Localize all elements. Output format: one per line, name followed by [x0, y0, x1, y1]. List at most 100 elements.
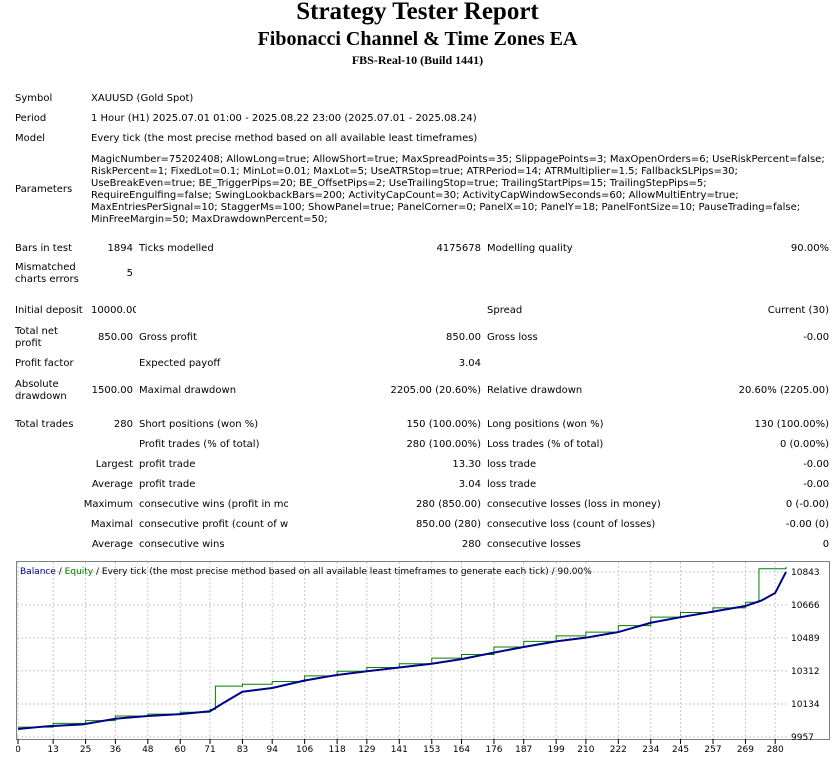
model-label: Model: [15, 133, 46, 144]
parameter-line: RequireEngulfing=false; SwingLookbackBar…: [91, 190, 739, 201]
total-trades-label: Total trades: [15, 419, 74, 430]
x-tick-label: 257: [704, 745, 721, 755]
chart-series: [17, 566, 787, 730]
legend-balance: Balance: [20, 567, 56, 577]
chart-grid: [17, 562, 789, 739]
largest-loss-label: loss trade: [487, 459, 537, 470]
x-tick-label: 25: [80, 745, 91, 755]
maximal-consecutive-loss-value: -0.00 (0): [785, 519, 830, 530]
bars-value: 1894: [107, 243, 133, 254]
x-tick-label: 0: [16, 745, 21, 755]
maximal-consecutive-loss-label: consecutive loss (count of losses): [487, 519, 656, 530]
x-tick-label: 234: [642, 745, 659, 755]
average-consecutive-wins-label: consecutive wins: [139, 539, 225, 550]
report-title: Strategy Tester Report: [296, 0, 539, 25]
average-consecutive-wins-value: 280: [461, 539, 481, 550]
gross-profit-label: Gross profit: [139, 331, 197, 343]
y-tick-label: 10134: [791, 700, 820, 710]
average-consecutive-label: Average: [91, 539, 133, 550]
x-tick-label: 94: [266, 745, 278, 755]
largest-loss-value: -0.00: [803, 459, 830, 470]
y-tick-label: 10843: [791, 568, 820, 578]
x-tick-label: 106: [296, 745, 313, 755]
maximal-drawdown-value: 2205.00 (20.60%): [390, 384, 481, 396]
largest-profit-label: profit trade: [139, 459, 196, 470]
x-tick-label: 118: [329, 745, 346, 755]
long-positions-value: 130 (100.00%): [754, 419, 830, 430]
x-tick-label: 210: [577, 745, 594, 755]
x-axis: 0 13 25 36 48 60 71 83 94 106 118 129 141 153 164 176 18…: [16, 739, 784, 755]
maximal-drawdown-label: Maximal drawdown: [139, 384, 237, 396]
period-label: Period: [15, 113, 47, 124]
maximal-consecutive-profit-value: 850.00 (280): [415, 519, 481, 530]
maximal-consecutive-profit-label: consecutive profit (count of wins): [139, 519, 288, 530]
spread-value: Current (30): [767, 305, 830, 316]
profit-factor-label: Profit factor: [15, 358, 74, 369]
average-loss-label: loss trade: [487, 479, 537, 490]
max-consecutive-wins-label: consecutive wins (profit in money): [139, 499, 288, 510]
x-tick-label: 269: [737, 745, 754, 755]
largest-label: Largest: [95, 459, 133, 470]
quality-label: Modelling quality: [487, 243, 573, 254]
average-consecutive-losses-value: 0: [822, 539, 830, 550]
maximum-label: Maximum: [83, 499, 133, 510]
x-tick-label: 60: [175, 745, 187, 755]
loss-trades-label: Loss trades (% of total): [487, 439, 604, 450]
ticks-value: 4175678: [436, 243, 481, 254]
quality-value: 90.00%: [790, 243, 830, 254]
x-tick-label: 164: [453, 745, 470, 755]
x-tick-label: 13: [47, 745, 58, 755]
ea-name: Fibonacci Channel & Time Zones EA: [257, 28, 578, 50]
expected-payoff-value: 3.04: [458, 358, 481, 369]
legend-equity: Equity: [65, 567, 94, 577]
average-profit-value: 3.04: [458, 479, 481, 490]
y-tick-label: 10312: [791, 667, 820, 677]
max-consecutive-losses-label: consecutive losses (loss in money): [487, 499, 661, 510]
spread-label: Spread: [487, 305, 523, 316]
mismatch-label: Mismatched charts errors: [15, 262, 79, 285]
net-profit-value: 850.00: [98, 331, 133, 343]
x-tick-label: 48: [142, 745, 154, 755]
x-tick-label: 36: [110, 745, 122, 755]
loss-trades-value: 0 (0.00%): [779, 439, 830, 450]
gross-loss-value: -0.00: [803, 331, 830, 343]
server-build: FBS-Real-10 (Build 1441): [351, 53, 484, 67]
relative-drawdown-value: 20.60% (2205.00): [738, 384, 830, 396]
profit-trades-label: Profit trades (% of total): [139, 439, 260, 450]
x-tick-label: 176: [485, 745, 502, 755]
max-consecutive-wins-value: 280 (850.00): [415, 499, 481, 510]
short-positions-label: Short positions (won %): [139, 419, 259, 430]
period-value: 1 Hour (H1) 2025.07.01 01:00 - 2025.08.2…: [91, 113, 477, 124]
x-tick-label: 129: [358, 745, 375, 755]
y-axis: 9957 10134 10312 10489 10666 10843: [791, 568, 820, 743]
total-trades-value: 280: [113, 419, 133, 430]
balance-equity-chart: 9957 10134 10312 10489 10666 10843 0 13 25 36 48 6…: [16, 561, 830, 755]
x-tick-label: 83: [237, 745, 248, 755]
parameter-line: RiskPercent=1; FixedLot=0.1; MinLot=0.01…: [91, 166, 738, 177]
absolute-drawdown-label: Absolute drawdown: [15, 378, 67, 402]
symbol-value: XAUUSD (Gold Spot): [91, 93, 194, 104]
x-tick-label: 199: [548, 745, 565, 755]
average-consecutive-losses-label: consecutive losses: [487, 539, 581, 550]
x-tick-label: 222: [610, 745, 627, 755]
chart-legend: Balance / Equity / Every tick (the most …: [20, 567, 592, 577]
chart-frame: [16, 561, 830, 740]
expected-payoff-label: Expected payoff: [139, 358, 221, 369]
parameters-value: MagicNumber=75202408; AllowLong=true; Al…: [88, 149, 832, 231]
bars-label: Bars in test: [15, 243, 72, 254]
average-profit-label: profit trade: [139, 479, 196, 490]
absolute-drawdown-value: 1500.00: [91, 384, 133, 396]
x-tick-label: 71: [204, 745, 215, 755]
maximal-label: Maximal: [90, 519, 133, 530]
balance-line: [17, 571, 787, 730]
ticks-label: Ticks modelled: [139, 243, 214, 254]
legend-separator: /: [56, 567, 65, 577]
parameter-line: MinFreeMargin=50; MaxDrawdownPercent=50;: [91, 214, 328, 225]
max-consecutive-losses-value: 0 (-0.00): [785, 499, 830, 510]
short-positions-value: 150 (100.00%): [406, 419, 481, 430]
x-tick-label: 187: [515, 745, 532, 755]
report-table: Symbol XAUUSD (Gold Spot) Period 1 Hour …: [12, 89, 832, 555]
parameters-label: Parameters: [15, 184, 73, 195]
legend-description: / Every tick (the most precise method ba…: [93, 567, 592, 577]
profit-trades-value: 280 (100.00%): [406, 439, 481, 450]
